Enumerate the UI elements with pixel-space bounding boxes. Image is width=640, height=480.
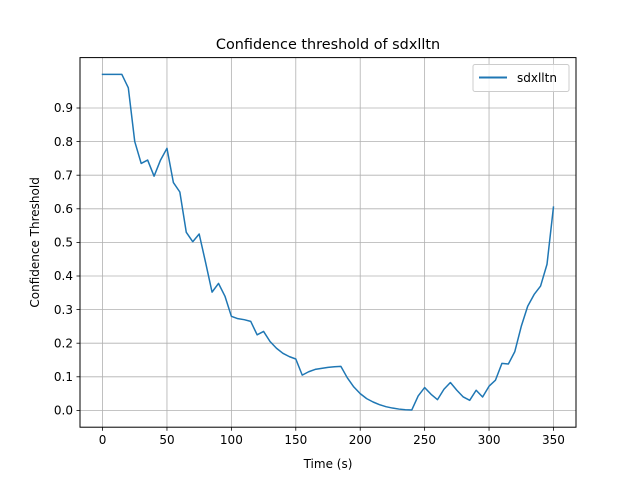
y-tick-label: 0.9	[54, 101, 73, 115]
legend-label: sdxlltn	[517, 71, 557, 85]
y-tick-label: 0.2	[54, 336, 73, 350]
legend-box	[472, 64, 570, 92]
series-layer	[101, 73, 555, 411]
x-tick-label: 350	[542, 433, 565, 447]
x-tick-label: 150	[284, 433, 307, 447]
y-tick-label: 0.0	[54, 404, 73, 418]
x-tick-label: 0	[99, 433, 107, 447]
series-line-sdxlltn	[101, 73, 555, 411]
x-tick-label: 250	[413, 433, 436, 447]
x-tick-label: 300	[478, 433, 501, 447]
y-axis-label: Confidence Threshold	[28, 177, 42, 307]
x-axis-label: Time (s)	[303, 457, 353, 471]
chart-title: Confidence threshold of sdxlltn	[216, 37, 440, 53]
y-tick-label: 0.4	[54, 269, 73, 283]
x-tick-label: 100	[220, 433, 243, 447]
grid	[80, 57, 576, 428]
x-tick-label: 200	[349, 433, 372, 447]
y-tick-label: 0.7	[54, 168, 73, 182]
y-axis-ticks: 0.0 0.1 0.2 0.3 0.4 0.5 0.6 0.7 0.8 0.9	[54, 101, 80, 418]
y-tick-label: 0.3	[54, 303, 73, 317]
y-tick-label: 0.6	[54, 202, 73, 216]
y-tick-label: 0.8	[54, 135, 73, 149]
x-tick-label: 50	[159, 433, 174, 447]
y-tick-label: 0.5	[54, 236, 73, 250]
legend: sdxlltn	[472, 64, 570, 92]
y-tick-label: 0.1	[54, 370, 73, 384]
x-axis-ticks: 0 50 100 150 200 250 300 350	[99, 427, 565, 447]
